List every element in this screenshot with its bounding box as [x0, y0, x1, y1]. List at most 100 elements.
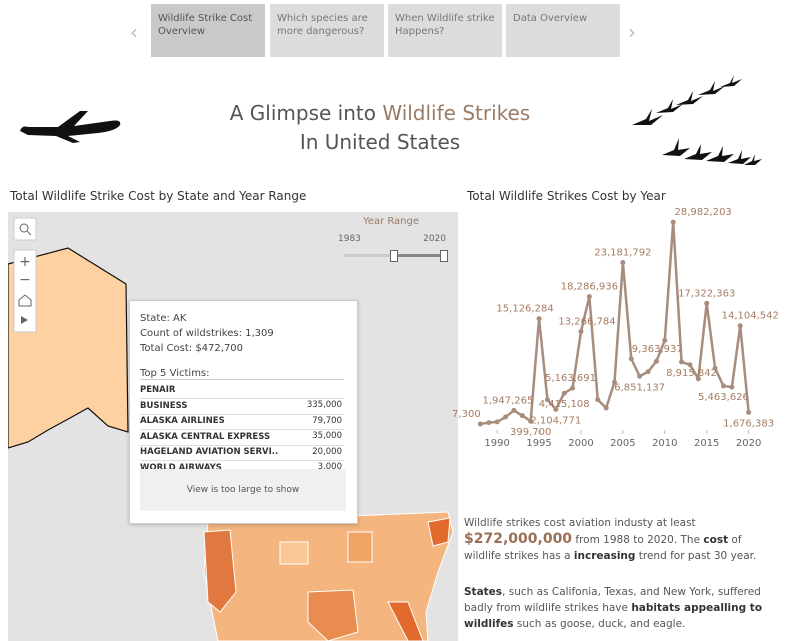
tooltip-line: State: AK [140, 313, 187, 324]
notice: View is too large to show [140, 469, 346, 511]
victim-cost: 20,000 [312, 446, 342, 457]
text: of wildlife strikes has a [464, 534, 742, 562]
point [645, 369, 651, 375]
text: habitats appealling to wildlifes [464, 602, 763, 630]
tab[interactable]: Which species are more dangerous? [270, 4, 384, 57]
victim-name: BUSINESS [140, 400, 188, 411]
slider-handle[interactable] [440, 250, 448, 262]
data-label: 4,415,108 [539, 399, 590, 410]
filter-start: 1983 [338, 234, 361, 244]
point [477, 421, 483, 427]
point [503, 414, 509, 420]
victim-row: ALASKA CENTRAL EXPRESS 20,000 [140, 430, 344, 457]
birds-icon [632, 75, 762, 165]
tooltip: State: AK Count of wildstrikes: 1,309 To… [129, 300, 358, 524]
point [695, 376, 701, 382]
prev-arrow[interactable]: ‹ [130, 20, 138, 44]
data-label: 399,700 [510, 427, 551, 438]
point [494, 419, 500, 425]
tab[interactable]: Data Overview [506, 4, 620, 57]
data-label: 1,676,383 [723, 418, 774, 429]
x-tick-label: 2000 [568, 438, 593, 449]
point [586, 294, 592, 300]
point [729, 384, 735, 390]
line [480, 220, 750, 426]
victim-row: PENAIR 335,000 [140, 383, 344, 410]
map-title: Total Wildlife Strike Cost by State and … [10, 189, 307, 203]
point [620, 260, 626, 266]
text: cost [703, 534, 729, 546]
point [519, 413, 525, 419]
point [670, 219, 676, 225]
x-tick-label: 2005 [610, 438, 635, 449]
point [720, 383, 726, 389]
text: States [464, 586, 503, 598]
point [612, 379, 617, 385]
point [511, 407, 517, 413]
point [637, 373, 643, 379]
map: + − [8, 212, 458, 641]
point [536, 316, 542, 322]
victims-title: Top 5 Victims: [140, 368, 344, 380]
point [595, 397, 601, 403]
point [486, 420, 492, 426]
victim-row: BUSINESS 79,700 [140, 399, 344, 426]
data-label: 23,181,792 [594, 248, 651, 259]
text: Wildlife strikes cost aviation industy a… [464, 517, 696, 529]
text: increasing [573, 550, 636, 562]
svg-text:−: − [19, 272, 31, 288]
tab[interactable]: Wildlife Strike Cost Overview [151, 4, 265, 57]
point [570, 385, 576, 391]
data-label: 18,286,936 [561, 282, 618, 293]
point [746, 409, 752, 415]
victim-cost: 335,000 [306, 400, 342, 410]
point [528, 418, 534, 424]
x-tick-label: 2010 [652, 438, 677, 449]
data-label: 15,126,284 [496, 304, 553, 315]
data-label: 28,982,203 [675, 207, 732, 218]
data-label: 8,915,842 [666, 368, 717, 379]
victim-cost: 3,000 [317, 462, 342, 472]
header-title: A Glimpse into Wildlife Strikes In Unite… [0, 99, 760, 157]
tab[interactable]: When Wildlife strike Happens? [388, 4, 502, 57]
point [687, 362, 693, 368]
data-label: 2,104,771 [530, 415, 581, 426]
tooltip-lines: State: AK Count of wildstrikes: 1,309 To… [140, 311, 274, 356]
svg-text:+: + [19, 254, 31, 270]
data-label: 9,363,937 [632, 344, 683, 355]
victim-row: WORLD AIRWAYS [140, 461, 344, 469]
point [603, 405, 609, 411]
data-label: 17,322,363 [678, 288, 735, 299]
title-text: In United States [299, 130, 461, 154]
victim-name: WORLD AIRWAYS [140, 462, 222, 469]
point [553, 406, 559, 412]
filter-label: Year Range [362, 216, 420, 227]
year-range-filter[interactable]: Year Range 1983 2020 [336, 216, 448, 262]
victim-row: ALASKA AIRLINES 35,000 [140, 414, 344, 441]
plane-icon [20, 111, 121, 143]
text: trend for past 30 year. [635, 550, 757, 562]
data-label: 6,851,137 [614, 382, 665, 393]
victim-row: HAGELAND AVIATION SERVI.. 3,000 [140, 445, 344, 472]
text: such as goose, duck, and eagle. [513, 618, 686, 630]
slider-handle[interactable] [390, 250, 398, 262]
line-chart-title: Total Wildlife Strikes Cost by Year [467, 189, 666, 203]
tooltip-line: Total Cost: $472,700 [140, 343, 244, 354]
point [544, 397, 550, 403]
x-tick-label: 1990 [484, 438, 509, 449]
summary-p1: Wildlife strikes cost aviation industy a… [464, 515, 764, 564]
x-tick-label: 2020 [736, 438, 761, 449]
tooltip-line: Count of wildstrikes: 1,309 [140, 328, 274, 339]
next-arrow[interactable]: › [628, 20, 636, 44]
x-tick-label: 2015 [694, 438, 719, 449]
text: from 1988 to 2020. The [572, 534, 704, 546]
summary-p2: States, such as Califonia, Texas, and Ne… [464, 584, 764, 632]
point [628, 356, 634, 362]
point [653, 358, 659, 364]
filter-end: 2020 [423, 234, 446, 244]
data-label: 1,947,265 [482, 395, 533, 406]
data-label: 14,104,542 [722, 311, 779, 322]
victim-name: ALASKA AIRLINES [140, 416, 225, 426]
point [561, 390, 567, 396]
